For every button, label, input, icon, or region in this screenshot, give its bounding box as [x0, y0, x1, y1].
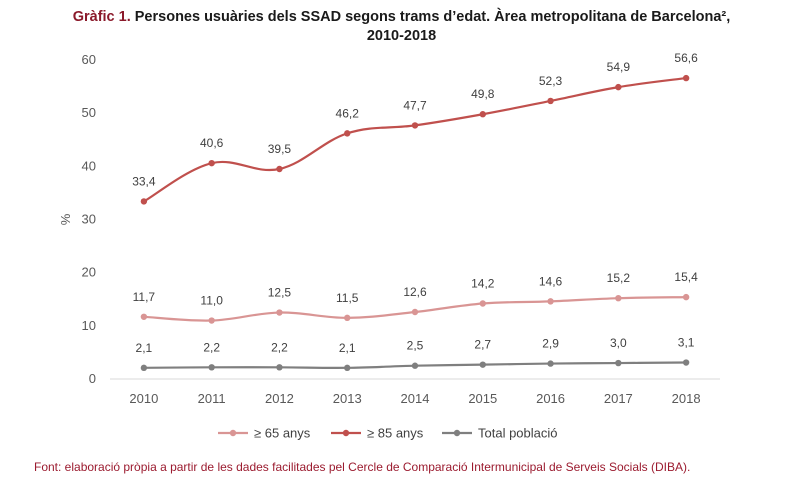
data-label: 14,6 — [539, 274, 563, 288]
chart-title-line1: Persones usuàries dels SSAD segons trams… — [134, 9, 731, 25]
chart-title-line2: 2010-2018 — [366, 28, 437, 44]
data-label: 2,7 — [474, 338, 491, 352]
data-point — [140, 198, 148, 205]
chart-axes: 0 10 20 30 40 50 60 2010 2011 2012 2013 2014 2015 201… — [58, 52, 720, 406]
series-0: 11,7 11,0 12,5 11,5 12,6 14,2 14,6 15,2 15,4 — [133, 270, 698, 324]
data-point — [140, 364, 148, 372]
data-label: 52,3 — [539, 74, 563, 88]
data-point — [479, 300, 486, 307]
data-label: 2,1 — [136, 341, 153, 355]
legend-label: Total població — [478, 426, 558, 441]
x-tick-label: 2012 — [265, 391, 294, 406]
data-label: 2,2 — [271, 340, 288, 354]
data-point — [682, 359, 690, 366]
x-tick-label: 2016 — [536, 391, 565, 406]
data-point — [344, 314, 351, 322]
chart-title-lead: Gràfic 1. — [72, 9, 131, 25]
data-point — [140, 313, 148, 320]
data-point — [682, 74, 690, 82]
data-label: 12,5 — [268, 286, 292, 300]
y-tick-label: 50 — [82, 105, 96, 120]
x-tick-label: 2010 — [129, 391, 158, 406]
legend-item: ≥ 85 anys — [331, 426, 424, 441]
legend-marker — [229, 429, 237, 437]
legend-label: ≥ 65 anys — [254, 426, 311, 441]
data-label: 14,2 — [471, 277, 495, 291]
chart-legend: ≥ 65 anys ≥ 85 anys Total població — [218, 426, 558, 441]
series-2: 2,1 2,2 2,2 2,1 2,5 2,7 2,9 3,0 3,1 — [136, 336, 695, 372]
data-point — [208, 317, 215, 324]
data-label: 2,1 — [339, 341, 356, 355]
data-point — [547, 298, 554, 305]
data-point — [208, 159, 215, 167]
x-tick-label: 2017 — [604, 391, 633, 406]
y-tick-label: 0 — [89, 371, 96, 386]
data-label: 11,7 — [133, 290, 156, 304]
x-tick-label: 2018 — [672, 391, 701, 406]
data-label: 2,2 — [203, 340, 220, 354]
legend-item: ≥ 65 anys — [218, 426, 311, 441]
data-point — [208, 364, 215, 371]
data-label: 11,0 — [200, 294, 223, 308]
x-tick-label: 2011 — [198, 391, 226, 406]
data-point — [411, 122, 419, 129]
data-label: 2,9 — [542, 337, 559, 351]
legend-marker — [453, 429, 461, 437]
data-label: 54,9 — [607, 60, 631, 74]
data-point — [276, 364, 283, 371]
data-label: 15,4 — [674, 270, 698, 284]
data-label: 12,6 — [403, 285, 427, 299]
data-label: 47,7 — [403, 98, 427, 112]
data-label: 49,8 — [471, 87, 495, 101]
y-tick-label: 60 — [82, 52, 96, 67]
data-point — [479, 111, 486, 118]
data-point — [411, 362, 419, 369]
legend-label: ≥ 85 anys — [367, 426, 424, 441]
series-line — [143, 76, 687, 203]
x-tick-label: 2014 — [401, 391, 430, 406]
data-label: 33,4 — [132, 174, 156, 188]
data-point — [276, 309, 283, 316]
data-point — [615, 359, 622, 367]
chart-title: Gràfic 1. Persones usuàries dels SSAD se… — [0, 8, 803, 46]
y-tick-label: 40 — [82, 158, 96, 173]
series-1: 33,4 40,6 39,5 46,2 47,7 49,8 52,3 54,9 56,6 — [132, 51, 698, 205]
data-label: 2,5 — [407, 339, 424, 353]
data-point — [615, 294, 622, 302]
source-note: Font: elaboració pròpia a partir de les … — [34, 460, 691, 474]
x-tick-label: 2013 — [333, 391, 362, 406]
data-label: 56,6 — [674, 51, 698, 65]
data-label: 3,0 — [610, 336, 627, 350]
data-label: 46,2 — [336, 106, 360, 120]
data-point — [547, 97, 554, 105]
data-point — [411, 308, 419, 316]
data-label: 3,1 — [678, 336, 695, 350]
data-label: 15,2 — [607, 271, 631, 285]
data-point — [682, 293, 690, 301]
data-label: 39,5 — [268, 142, 292, 156]
y-tick-label: 30 — [82, 212, 96, 227]
legend-item: Total població — [442, 426, 558, 441]
data-point — [344, 130, 351, 137]
x-tick-label: 2015 — [468, 391, 497, 406]
data-point — [547, 360, 554, 367]
chart-series: 11,7 11,0 12,5 11,5 12,6 14,2 14,6 15,2 15,4 33,4… — [132, 51, 698, 372]
data-point — [276, 165, 283, 173]
y-tick-label: 20 — [82, 265, 96, 280]
data-point — [479, 361, 486, 368]
y-axis-label: % — [58, 213, 73, 225]
data-label: 40,6 — [200, 136, 224, 150]
legend-marker — [342, 429, 350, 437]
data-point — [615, 83, 622, 91]
data-label: 11,5 — [336, 291, 359, 305]
data-point — [344, 364, 351, 372]
y-tick-label: 10 — [82, 318, 96, 333]
